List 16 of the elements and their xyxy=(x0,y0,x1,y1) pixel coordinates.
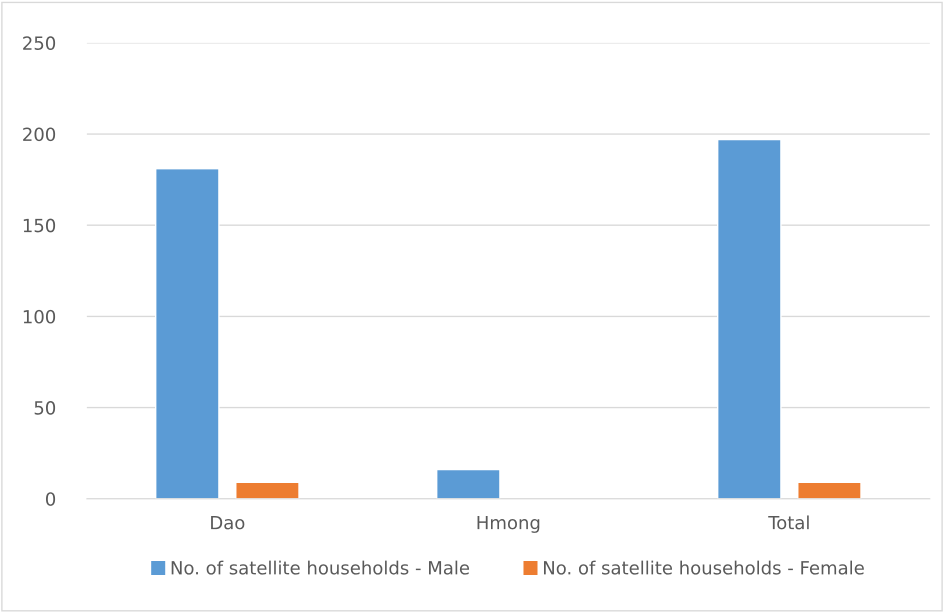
y-tick-label: 150 xyxy=(24,218,56,232)
bar xyxy=(716,138,782,499)
bar xyxy=(154,168,220,499)
bar xyxy=(235,482,300,499)
y-tick-label: 0 xyxy=(46,492,56,506)
bar xyxy=(436,468,501,499)
y-tick-label: 50 xyxy=(34,401,56,415)
x-tick-label: Hmong xyxy=(478,516,540,533)
y-tick-label: 100 xyxy=(24,310,56,324)
legend-label: No. of satellite households - Male xyxy=(172,560,470,575)
x-tick-label: Dao xyxy=(211,516,244,530)
x-tick-label: Total xyxy=(768,515,809,530)
y-tick-label: 200 xyxy=(23,127,56,142)
bar xyxy=(797,482,862,499)
legend-label: No. of satellite households - Female xyxy=(544,560,864,575)
y-tick-label: 250 xyxy=(23,36,56,50)
